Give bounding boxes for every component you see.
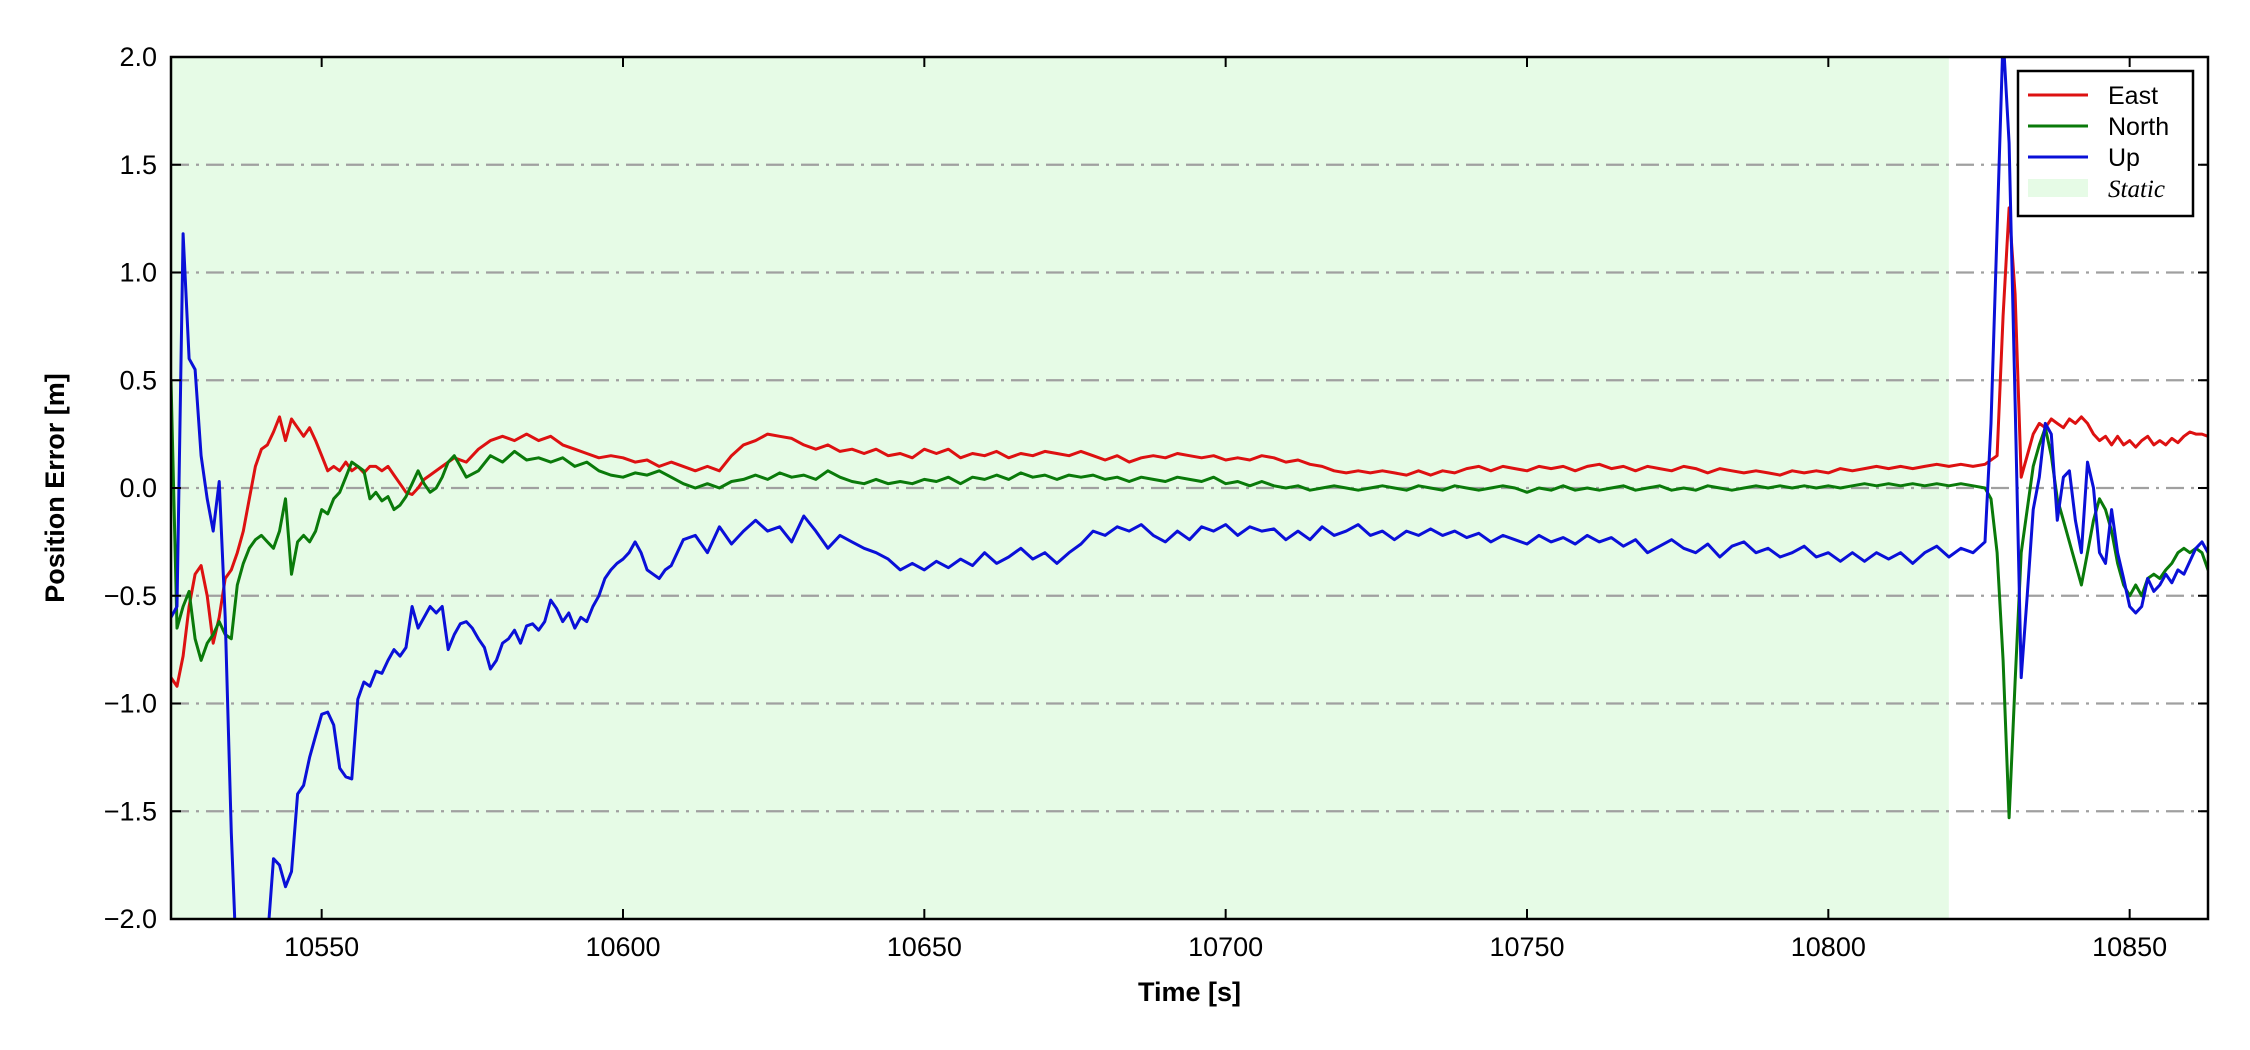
y-tick-label: 0.5: [119, 365, 157, 395]
y-tick-label: 2.0: [119, 42, 157, 72]
x-tick-label: 10650: [887, 932, 962, 962]
y-tick-label: 0.0: [119, 473, 157, 503]
legend-label-north: North: [2108, 113, 2169, 141]
legend-label-static: Static: [2108, 176, 2165, 203]
y-tick-label: −2.0: [104, 904, 157, 934]
series-line-up: [171, 57, 2208, 919]
series-line-east: [171, 206, 2208, 688]
y-tick-label: 1.5: [119, 150, 157, 180]
legend-label-up: Up: [2108, 144, 2140, 172]
legend-swatch-static: [2028, 179, 2088, 197]
grid-lines: [171, 163, 2208, 813]
y-tick-label: −1.0: [104, 689, 157, 719]
y-tick-label: −0.5: [104, 581, 157, 611]
x-tick-label: 10700: [1188, 932, 1263, 962]
series-lines: [171, 57, 2208, 919]
axis-ticks: 10550 10600 10650 10700 10750 10800 10850 −2.0 −…: [104, 42, 2208, 962]
legend: East North Up Static: [2016, 69, 2195, 218]
y-tick-label: 1.0: [119, 258, 157, 288]
x-tick-label: 10550: [284, 932, 359, 962]
y-tick-label: −1.5: [104, 796, 157, 826]
x-tick-label: 10750: [1489, 932, 1564, 962]
x-axis-label: Time [s]: [1138, 977, 1241, 1007]
y-axis-label: Position Error [m]: [40, 373, 70, 603]
x-tick-label: 10800: [1791, 932, 1866, 962]
legend-label-east: East: [2108, 82, 2158, 110]
x-tick-label: 10600: [585, 932, 660, 962]
series-line-north: [171, 378, 2208, 820]
x-tick-label: 10850: [2092, 932, 2167, 962]
